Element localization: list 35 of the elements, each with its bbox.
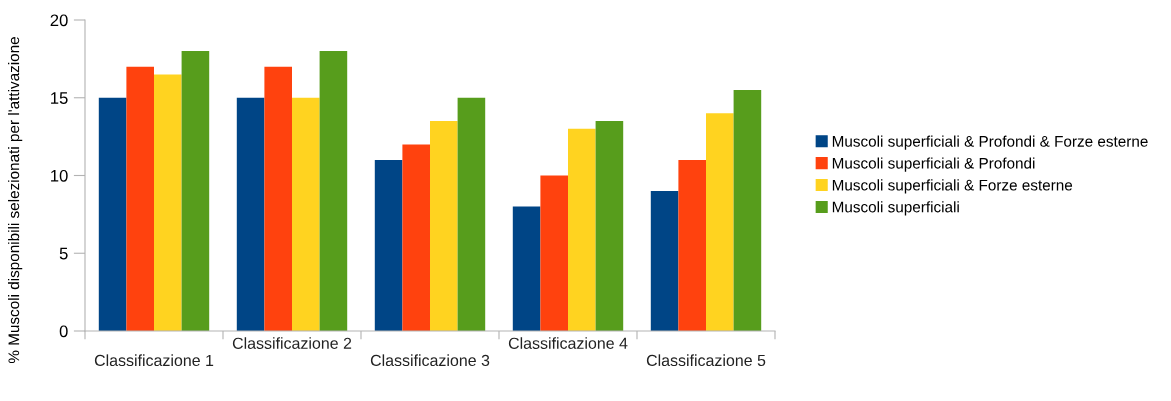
bar xyxy=(319,51,348,331)
legend-label: Muscoli superficiali & Forze esterne xyxy=(832,179,1073,194)
bar xyxy=(568,128,596,331)
bar xyxy=(154,74,182,331)
x-tick-label: Classificazione 5 xyxy=(646,354,766,367)
y-tick-label: 5 xyxy=(59,247,68,260)
y-axis-title: % Muscoli disponibili selezionati per l'attivazione xyxy=(8,37,23,364)
bar xyxy=(595,121,624,331)
bar xyxy=(181,51,210,331)
bar xyxy=(236,97,265,331)
bar xyxy=(374,159,403,331)
y-tick-label: 20 xyxy=(50,14,68,27)
legend-label: Muscoli superficiali & Profondi & Forze esterne xyxy=(832,135,1148,150)
bar xyxy=(264,66,292,331)
bar xyxy=(402,144,430,331)
y-tick-label: 15 xyxy=(51,92,68,104)
bar xyxy=(430,121,458,331)
bar xyxy=(512,206,541,331)
legend-label: Muscoli superficiali & Profondi xyxy=(832,157,1035,172)
x-tick-label: Classificazione 3 xyxy=(370,354,490,367)
x-tick-label: Classificazione 2 xyxy=(232,337,352,349)
bar xyxy=(706,113,734,331)
legend-label: Muscoli superficiali xyxy=(832,201,959,216)
bar xyxy=(292,97,320,331)
bar xyxy=(733,89,762,331)
bar xyxy=(540,175,568,331)
bar xyxy=(98,97,127,331)
bar xyxy=(126,66,154,331)
bar xyxy=(678,159,706,331)
bar xyxy=(650,191,679,331)
x-tick-label: Classificazione 4 xyxy=(508,337,628,349)
y-tick-label: 0 xyxy=(59,325,68,338)
y-tick-label: 10 xyxy=(51,169,68,182)
bar xyxy=(457,97,486,331)
x-tick-label: Classificazione 1 xyxy=(94,354,214,367)
